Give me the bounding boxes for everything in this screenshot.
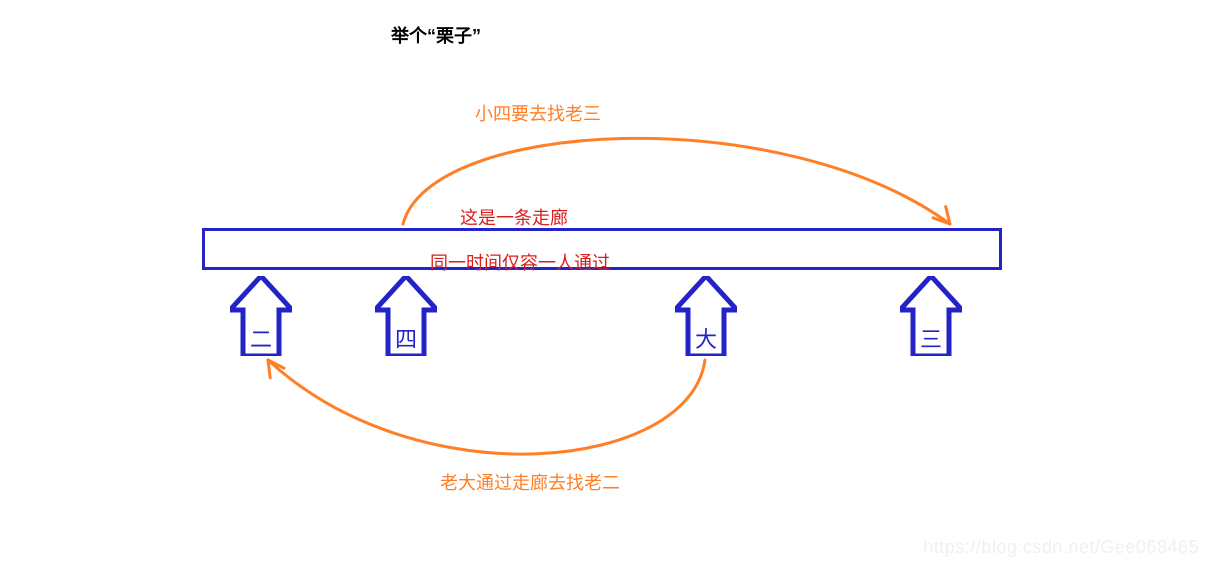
- corridor-label-above: 这是一条走廊: [460, 204, 568, 230]
- up-arrow-大: 大: [675, 276, 737, 356]
- watermark-text: https://blog.csdn.net/Gee068465: [923, 537, 1199, 558]
- up-arrow-label: 二: [230, 322, 292, 354]
- bottom-curve-label: 老大通过走廊去找老二: [440, 469, 620, 495]
- diagram-title: 举个“栗子”: [391, 22, 481, 48]
- diagram-stage: 举个“栗子” 小四要去找老三 这是一条走廊 同一时间仅容一人通过 老大通过走廊去…: [0, 0, 1229, 562]
- up-arrow-三: 三: [900, 276, 962, 356]
- up-arrow-label: 大: [675, 322, 737, 354]
- up-arrow-label: 四: [375, 322, 437, 354]
- top-curve-label: 小四要去找老三: [475, 100, 601, 126]
- up-arrow-二: 二: [230, 276, 292, 356]
- up-arrow-label: 三: [900, 322, 962, 354]
- corridor-label-inside: 同一时间仅容一人通过: [430, 249, 610, 275]
- up-arrow-四: 四: [375, 276, 437, 356]
